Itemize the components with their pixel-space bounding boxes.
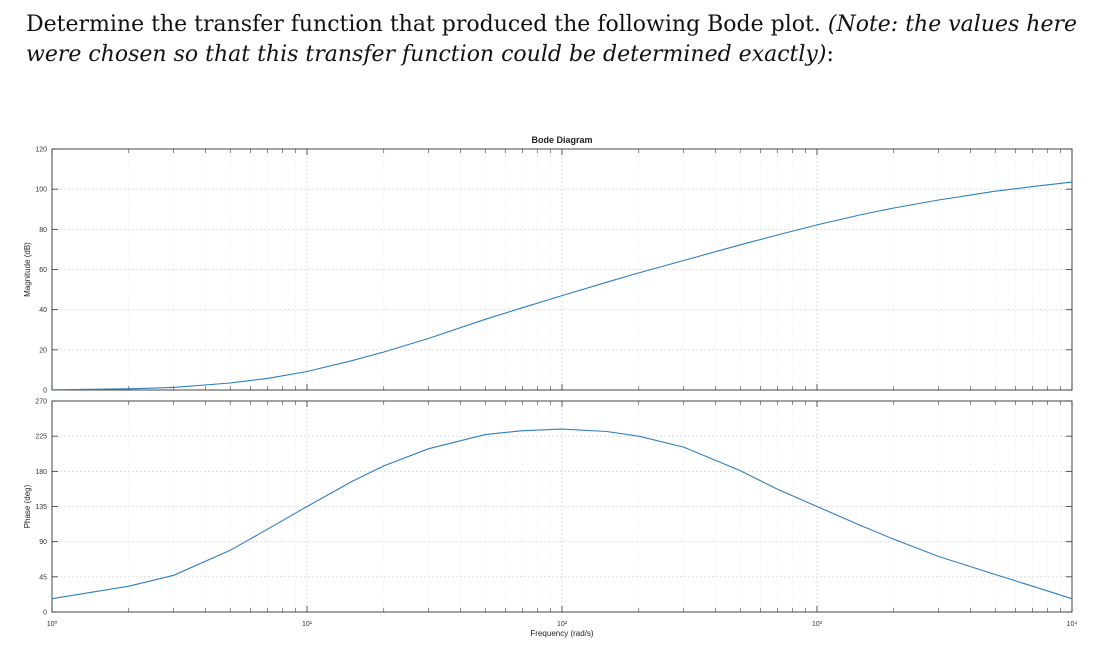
y-tick-label: 120 [35,147,47,154]
y-tick-label: 40 [39,307,47,314]
phase-curve [51,428,1073,600]
x-tick-label: 10¹ [302,621,313,628]
y-tick-label: 60 [39,267,47,274]
axes-frame [51,400,1073,613]
y-tick-label: 180 [35,469,47,476]
y-tick-label: 20 [39,347,47,354]
x-tick-label: 10⁰ [47,620,58,628]
y-tick-label: 270 [35,399,47,406]
y-axis-label: Magnitude (dB) [23,242,32,297]
y-tick-label: 100 [35,187,47,194]
question-tail: : [826,42,834,67]
axes-frame [51,148,1073,391]
y-tick-label: 0 [43,610,47,617]
y-axis-label: Phase (deg) [23,484,32,528]
magnitude-curve [51,181,1073,391]
question-text: Determine the transfer function that pro… [26,10,1086,70]
y-tick-label: 45 [39,574,47,581]
y-tick-label: 80 [39,227,47,234]
y-tick-label: 225 [35,434,47,441]
y-tick-label: 90 [39,539,47,546]
x-tick-label: 10² [557,621,568,628]
y-tick-label: 135 [35,504,47,511]
x-axis-label: Frequency (rad/s) [530,629,593,638]
chart-title: Bode Diagram [531,135,592,145]
x-tick-label: 10⁴ [1067,621,1078,628]
x-tick-label: 10³ [812,621,823,628]
question-lead: Determine the transfer function that pro… [26,12,821,37]
y-tick-label: 0 [43,388,47,395]
question-note: (Note: the values here were chosen so th… [26,12,1078,67]
